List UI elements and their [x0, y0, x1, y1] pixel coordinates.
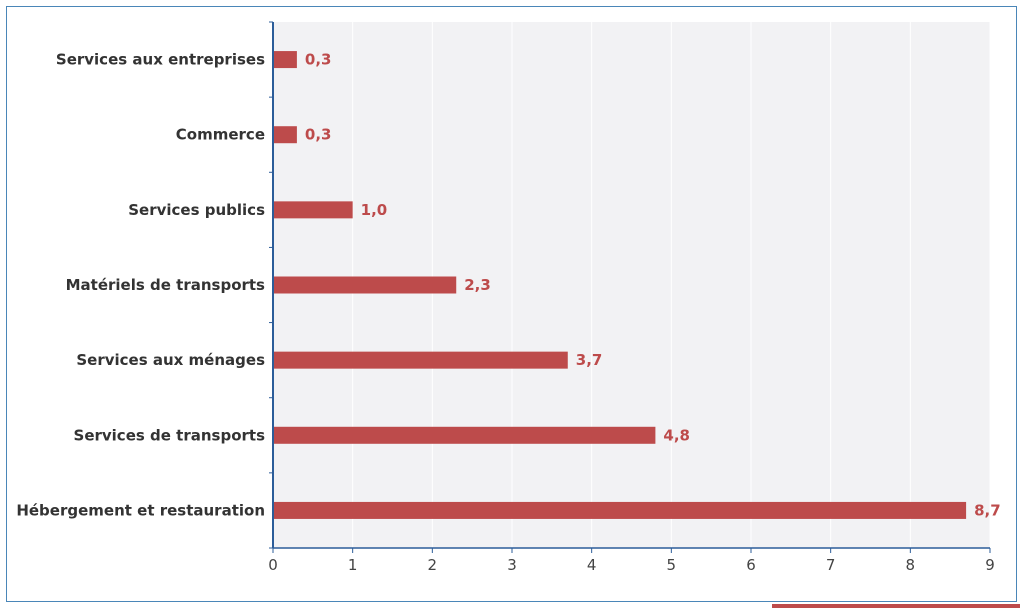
x-tick-label: 7 — [826, 556, 836, 574]
x-tick-label: 5 — [667, 556, 677, 574]
value-label: 4,8 — [663, 426, 690, 444]
value-label: 3,7 — [576, 351, 603, 369]
value-label: 2,3 — [464, 276, 491, 294]
bar — [274, 201, 353, 219]
category-labels: Services aux entreprises Commerce Services… — [16, 51, 265, 520]
bar — [274, 276, 457, 294]
category-label: Hébergement et restauration — [16, 501, 265, 519]
category-label: Services aux ménages — [76, 351, 265, 369]
category-label: Commerce — [176, 126, 265, 144]
category-label: Services de transports — [74, 426, 266, 444]
value-label: 0,3 — [305, 51, 332, 69]
category-label: Services publics — [128, 201, 265, 219]
value-labels: 0,3 0,3 1,0 2,3 3,7 4,8 8,7 — [305, 51, 1001, 520]
value-label: 0,3 — [305, 126, 332, 144]
x-tick-label: 0 — [268, 556, 278, 574]
x-tick-label: 2 — [428, 556, 438, 574]
bar — [274, 126, 297, 144]
x-tick-label: 6 — [746, 556, 756, 574]
bar — [274, 351, 568, 369]
category-label: Matériels de transports — [66, 276, 265, 294]
value-label: 1,0 — [361, 201, 388, 219]
x-tick-label: 8 — [906, 556, 916, 574]
x-tick-label: 3 — [507, 556, 517, 574]
x-tick-label: 9 — [985, 556, 995, 574]
x-tick-label: 1 — [348, 556, 358, 574]
value-label: 8,7 — [974, 501, 1001, 519]
bar — [274, 51, 297, 69]
category-label: Services aux entreprises — [56, 51, 265, 69]
x-axis: 0 1 2 3 4 5 6 7 8 9 — [268, 547, 995, 574]
bar — [274, 426, 656, 444]
footer-accent-strip — [772, 604, 1020, 608]
bars — [274, 51, 967, 519]
y-axis — [269, 21, 274, 549]
gridlines — [352, 22, 991, 548]
x-tick-label: 4 — [587, 556, 597, 574]
bar — [274, 501, 967, 519]
